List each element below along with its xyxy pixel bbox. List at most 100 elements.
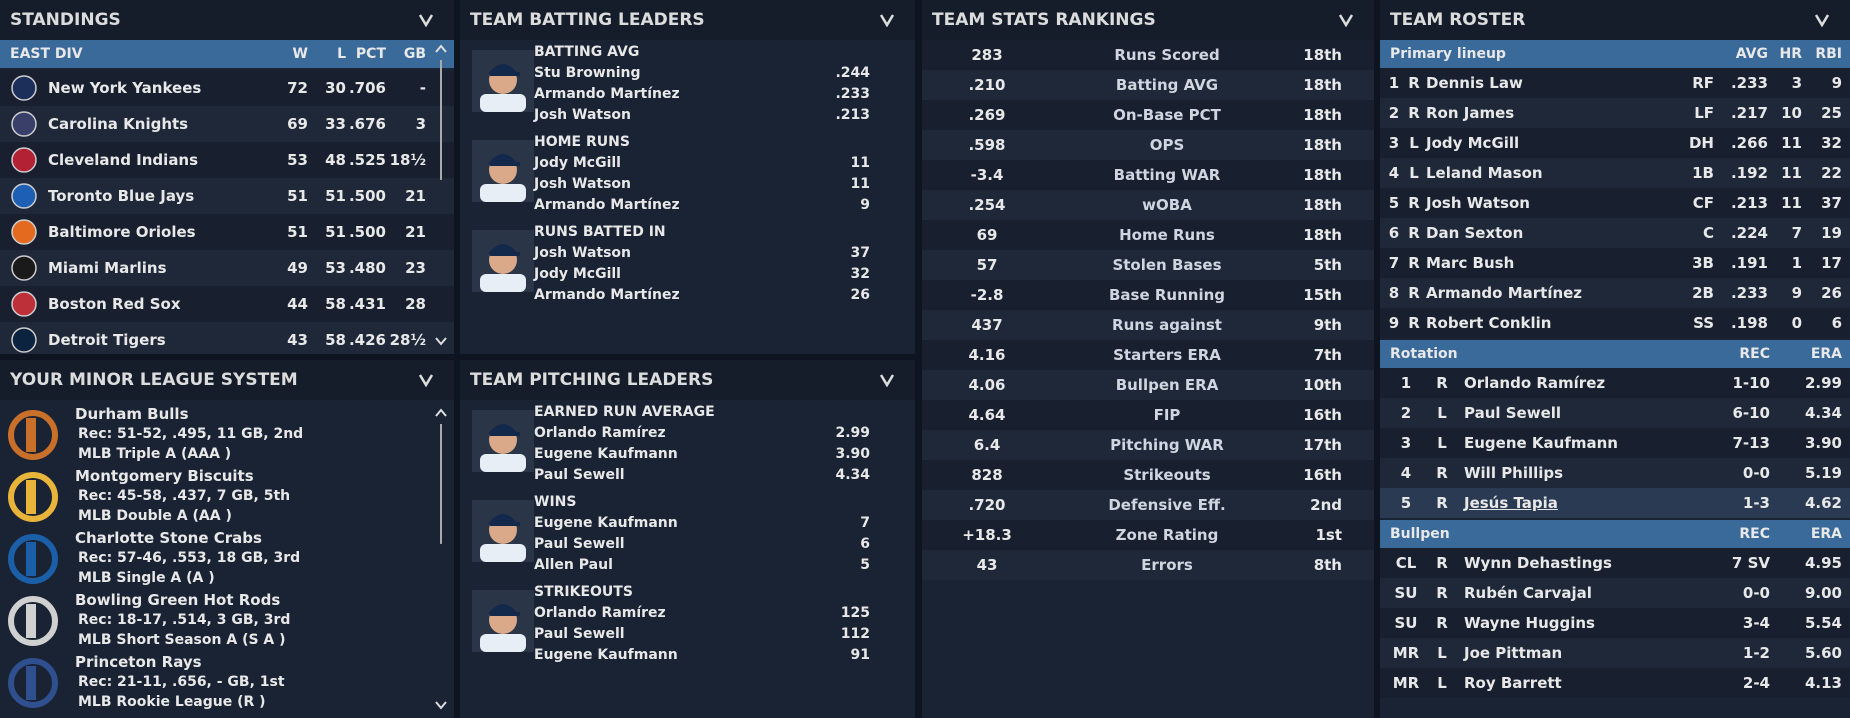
collapse-icon[interactable] xyxy=(879,13,895,27)
player-name: Marc Bush xyxy=(1426,254,1515,272)
era: 5.54 xyxy=(1804,614,1842,632)
stat-value: .210 xyxy=(968,76,1006,94)
player-name: Jody McGill xyxy=(534,155,621,171)
team-logo xyxy=(11,75,37,101)
position: LF xyxy=(1694,104,1714,122)
player-photo xyxy=(472,410,534,472)
stat-value: 26 xyxy=(850,287,870,303)
column-header: Rotation xyxy=(1390,346,1458,362)
player-name: Dennis Law xyxy=(1426,74,1523,92)
leader-category: EARNED RUN AVERAGE xyxy=(534,404,715,420)
standings-row: Cleveland Indians 53 48.525 18½ xyxy=(0,142,454,178)
roster-row: 3 L Eugene Kaufmann 7-13 3.90 xyxy=(1380,428,1850,458)
team-logo xyxy=(11,111,37,137)
player-name[interactable]: Jesús Tapia xyxy=(1464,494,1558,512)
team-name: Cleveland Indians xyxy=(48,151,199,169)
batting-order: 7 xyxy=(1388,254,1400,272)
record: 6-10 xyxy=(1732,404,1770,422)
stat-cell: 51 xyxy=(325,187,346,205)
affiliate-detail: Rec: 51-52, .495, 11 GB, 2nd xyxy=(78,426,304,442)
batting-leaders-panel: TEAM BATTING LEADERS BATTING AVG Stu Brow… xyxy=(460,0,915,354)
stat-value: 6 xyxy=(860,536,870,552)
column-header: GB xyxy=(403,46,426,62)
ranking-row: 437 Runs against 9th xyxy=(922,310,1374,340)
player-name: Jody McGill xyxy=(1426,134,1520,152)
rbi: 26 xyxy=(1821,284,1842,302)
stat-value: 4.16 xyxy=(968,346,1006,364)
standings-row: Boston Red Sox 44 58.431 28 xyxy=(0,286,454,322)
stat-cell: 51 xyxy=(287,187,308,205)
leader-category: STRIKEOUTS xyxy=(534,584,633,600)
avg: .266 xyxy=(1730,134,1768,152)
stat-cell: 58 xyxy=(325,331,346,349)
hand: R xyxy=(1408,224,1420,242)
avg: .217 xyxy=(1730,104,1768,122)
column-header: AVG xyxy=(1735,46,1768,62)
stat-name: Strikeouts xyxy=(1123,466,1211,484)
column-header: L xyxy=(337,46,346,62)
standings-row: Baltimore Orioles 51 51.500 21 xyxy=(0,214,454,250)
hand: R xyxy=(1436,554,1448,572)
collapse-icon[interactable] xyxy=(879,373,895,387)
hr: 0 xyxy=(1791,314,1802,332)
stat-rank: 7th xyxy=(1313,346,1342,364)
affiliate-name: Montgomery Biscuits xyxy=(75,467,254,485)
player-photo xyxy=(472,230,534,292)
stat-value: 37 xyxy=(850,245,870,261)
batting-order: 2 xyxy=(1388,104,1400,122)
player-name: Ron James xyxy=(1426,104,1515,122)
player-name: Paul Sewell xyxy=(534,536,625,552)
standings-row: Toronto Blue Jays 51 51.500 21 xyxy=(0,178,454,214)
stat-value: 828 xyxy=(971,466,1003,484)
player-photo xyxy=(472,500,534,562)
position: DH xyxy=(1688,134,1714,152)
stat-cell: .500 xyxy=(348,223,386,241)
ranking-row: 4.16 Starters ERA 7th xyxy=(922,340,1374,370)
ranking-row: 43 Errors 8th xyxy=(922,550,1374,580)
roster-row: 1 R Dennis Law RF .233 3 9 xyxy=(1380,68,1850,98)
minor-league-panel: YOUR MINOR LEAGUE SYSTEM Durham Bulls Rec… xyxy=(0,360,454,718)
stat-name: Stolen Bases xyxy=(1112,256,1222,274)
stat-value: 7 xyxy=(860,515,870,531)
stat-value: 9 xyxy=(860,197,870,213)
affiliate-name: Bowling Green Hot Rods xyxy=(75,591,281,609)
stat-cell: 21 xyxy=(405,187,426,205)
stat-rank: 16th xyxy=(1303,406,1342,424)
stat-name: Home Runs xyxy=(1119,226,1215,244)
collapse-icon[interactable] xyxy=(1814,13,1830,27)
affiliate-detail: Rec: 21-11, .656, - GB, 1st xyxy=(78,674,285,690)
affiliate-detail: MLB Triple A (AAA ) xyxy=(78,446,232,462)
stat-cell: 28½ xyxy=(389,331,426,349)
batting-order: 3 xyxy=(1388,134,1400,152)
batting-order: 1 xyxy=(1388,74,1400,92)
affiliate-logo xyxy=(8,658,58,708)
roster-row: MR L Joe Pittman 1-2 5.60 xyxy=(1380,638,1850,668)
era: 3.90 xyxy=(1804,434,1842,452)
stat-cell: 30 xyxy=(325,79,346,97)
leader-category: BATTING AVG xyxy=(534,44,640,60)
stat-value: .244 xyxy=(835,65,870,81)
stat-name: wOBA xyxy=(1142,196,1192,214)
avg: .191 xyxy=(1730,254,1768,272)
stat-value: -3.4 xyxy=(970,166,1004,184)
collapse-icon[interactable] xyxy=(418,373,434,387)
roster-row: SU R Wayne Huggins 3-4 5.54 xyxy=(1380,608,1850,638)
hand: R xyxy=(1408,104,1420,122)
player-name: Wynn Dehastings xyxy=(1464,554,1612,572)
standings-panel: STANDINGS EAST DIV W L PCT GB New York Yankee… xyxy=(0,0,454,354)
team-logo xyxy=(11,327,37,353)
rotation-slot: 4 xyxy=(1400,464,1412,482)
scrollbar xyxy=(435,44,447,346)
column-header: RBI xyxy=(1815,46,1842,62)
leader-row: Eugene Kaufmann 7 xyxy=(460,513,915,534)
collapse-icon[interactable] xyxy=(1338,13,1354,27)
collapse-icon[interactable] xyxy=(418,13,434,27)
stat-cell: 23 xyxy=(405,259,426,277)
ranking-row: +18.3 Zone Rating 1st xyxy=(922,520,1374,550)
position: 1B xyxy=(1692,164,1714,182)
table-header: EAST DIV W L PCT GB xyxy=(0,40,454,68)
team-name: Carolina Knights xyxy=(48,115,189,133)
leader-category: RUNS BATTED IN xyxy=(534,224,666,240)
player-name: Armando Martínez xyxy=(1426,284,1583,302)
stat-rank: 9th xyxy=(1313,316,1342,334)
